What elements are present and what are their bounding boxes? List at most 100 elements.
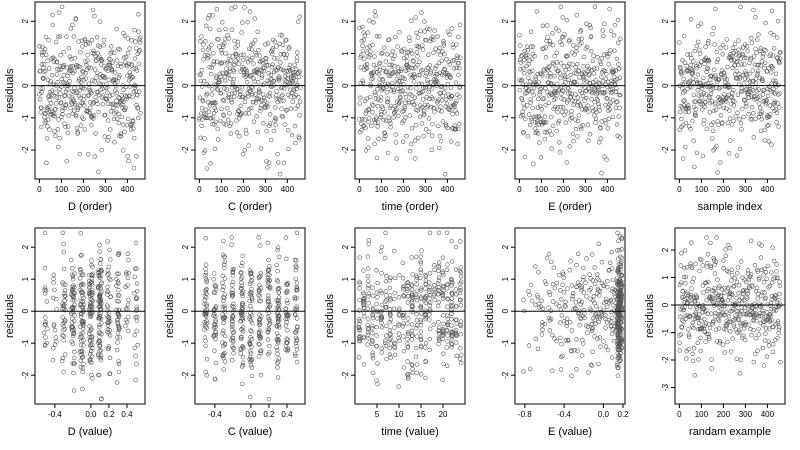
data-point <box>744 72 750 77</box>
data-point <box>551 265 556 270</box>
data-point <box>457 94 462 99</box>
data-point <box>715 170 720 175</box>
data-point <box>762 266 767 271</box>
data-point <box>594 311 599 316</box>
data-point <box>275 351 280 356</box>
data-point <box>418 261 424 266</box>
data-point <box>767 283 772 289</box>
data-point <box>40 76 46 81</box>
data-point <box>767 318 773 323</box>
data-point <box>526 112 532 117</box>
data-point <box>520 109 525 115</box>
data-point <box>274 277 280 283</box>
data-point <box>99 321 104 326</box>
data-point <box>247 314 253 319</box>
data-point <box>281 98 286 104</box>
data-point <box>409 125 415 131</box>
data-point <box>69 257 74 263</box>
data-point <box>695 39 701 44</box>
data-point <box>559 96 564 101</box>
data-point <box>575 280 581 285</box>
data-point <box>611 338 617 344</box>
data-point <box>374 301 379 307</box>
data-point <box>97 339 102 344</box>
data-point <box>107 247 112 253</box>
data-point <box>229 6 234 11</box>
data-point <box>90 298 95 303</box>
data-point <box>770 342 776 347</box>
data-point <box>756 32 761 37</box>
data-point <box>45 326 50 331</box>
data-point <box>616 365 621 370</box>
data-point <box>43 322 48 327</box>
data-point <box>732 99 737 104</box>
data-point <box>423 286 428 291</box>
data-point <box>79 355 85 360</box>
data-point <box>62 291 67 296</box>
data-point <box>217 27 222 33</box>
data-point <box>720 120 725 125</box>
data-point <box>549 132 554 137</box>
data-point <box>98 273 103 278</box>
x-axis-label: sample index <box>698 201 763 213</box>
data-point <box>436 331 442 336</box>
data-point <box>89 337 95 342</box>
data-point <box>421 108 427 114</box>
data-point <box>89 326 94 331</box>
data-point <box>735 92 741 98</box>
data-point <box>549 146 554 151</box>
data-point <box>614 309 620 315</box>
data-point <box>432 263 437 268</box>
data-point <box>683 144 688 150</box>
data-point <box>96 273 102 278</box>
data-point <box>569 328 574 333</box>
data-point <box>617 279 623 285</box>
plot-frame <box>674 227 786 405</box>
data-point <box>554 301 559 306</box>
x-tick-label: 0 <box>517 185 522 194</box>
data-point <box>247 298 252 304</box>
y-tick-label: 2 <box>181 244 190 249</box>
data-point <box>419 248 424 253</box>
data-point <box>753 46 758 52</box>
data-point <box>698 326 704 331</box>
data-point <box>721 266 726 271</box>
points-group <box>517 4 623 176</box>
data-point <box>608 47 613 53</box>
data-point <box>275 319 281 325</box>
data-point <box>543 102 548 108</box>
data-point <box>415 54 420 59</box>
data-point <box>609 309 614 314</box>
data-point <box>91 116 96 121</box>
data-point <box>254 114 259 119</box>
data-point <box>247 316 252 321</box>
data-point <box>688 126 693 132</box>
data-point <box>565 97 571 103</box>
data-point <box>366 278 371 284</box>
data-point <box>277 254 282 259</box>
data-point <box>222 78 228 83</box>
data-point <box>365 285 371 291</box>
data-point <box>230 358 235 363</box>
data-point <box>116 111 121 117</box>
y-tick-label: 1 <box>501 276 510 281</box>
data-point <box>583 46 588 51</box>
data-point <box>752 351 758 357</box>
data-point <box>563 80 568 85</box>
data-point <box>694 150 700 156</box>
data-point <box>43 288 49 293</box>
data-point <box>363 111 368 116</box>
data-point <box>764 310 770 315</box>
data-point <box>366 241 371 247</box>
data-point <box>542 137 547 142</box>
data-point <box>132 56 138 61</box>
data-point <box>759 116 764 122</box>
data-point <box>271 128 276 134</box>
data-point <box>438 90 443 96</box>
data-point <box>521 71 527 76</box>
x-axis-label: time (value) <box>381 426 438 438</box>
data-point <box>370 326 375 331</box>
